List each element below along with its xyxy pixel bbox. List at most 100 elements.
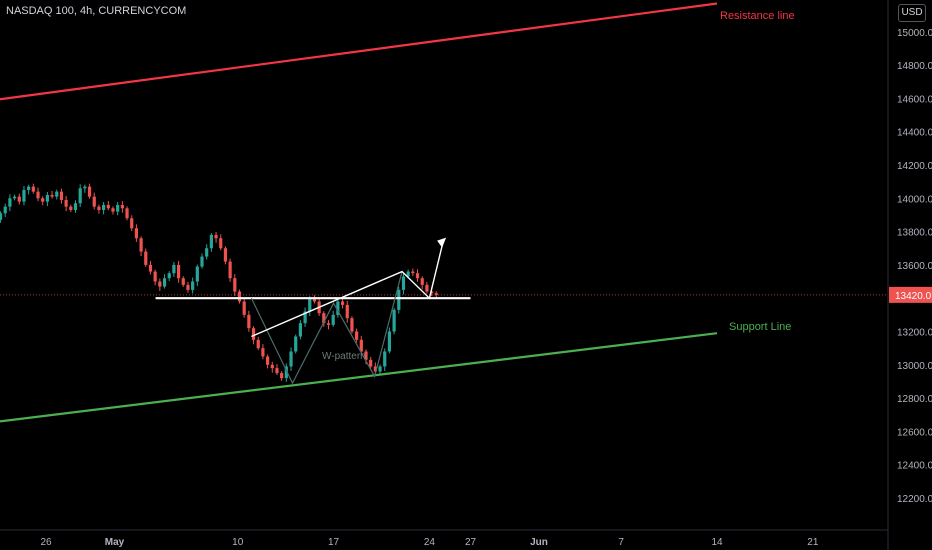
candle-body — [308, 298, 312, 312]
candle-body — [191, 281, 195, 290]
price-tick-label: 12800.0 — [897, 394, 932, 405]
candle-body — [205, 248, 209, 257]
candle-body — [214, 234, 218, 239]
candle-body — [331, 314, 335, 325]
candle-body — [233, 278, 237, 292]
candle-body — [36, 191, 40, 199]
candle-body — [312, 298, 317, 302]
candle-body — [242, 301, 246, 315]
candle-body — [186, 284, 190, 290]
candle-body — [289, 351, 293, 367]
candle-body — [373, 366, 377, 372]
resistance-line — [0, 2, 718, 101]
candle-body — [120, 204, 124, 209]
candle-body — [223, 248, 228, 262]
candle-body — [303, 311, 307, 324]
candle-body — [92, 196, 96, 207]
candle-body — [78, 188, 82, 204]
price-tick-label: 13800.0 — [897, 228, 932, 239]
candle-body — [130, 218, 134, 229]
candle-body — [340, 301, 345, 305]
candle-body — [401, 276, 406, 290]
candle-body — [420, 278, 424, 285]
price-axis[interactable]: 12200.0 12400.0 12600.0 12800.0 13000.0 13200… — [889, 28, 932, 505]
candle-body — [298, 323, 302, 337]
candle-body — [111, 208, 115, 212]
candle-body — [8, 198, 12, 207]
candle-body — [411, 271, 415, 274]
candle-body — [87, 186, 92, 197]
time-tick-label: 17 — [328, 537, 340, 548]
candle-body — [322, 313, 326, 324]
last-price-label: 13420.0 — [895, 291, 932, 302]
w-pattern-path — [250, 271, 403, 385]
candle-body — [139, 238, 143, 252]
candle-body — [50, 194, 54, 197]
time-tick-label: May — [105, 537, 125, 548]
price-tick-label: 14400.0 — [897, 128, 932, 139]
candle-body — [45, 194, 49, 202]
candle-body — [228, 261, 232, 279]
candle-body — [134, 228, 139, 239]
candle-body — [261, 348, 265, 357]
candle-body — [116, 204, 120, 212]
price-tick-label: 12200.0 — [897, 494, 932, 505]
candle-body — [256, 339, 260, 349]
candle-body — [200, 256, 204, 267]
w-pattern-label: W-pattern — [322, 351, 366, 362]
price-tick-label: 15000.0 — [897, 28, 932, 39]
candle-body — [265, 356, 270, 365]
price-tick-label: 14000.0 — [897, 194, 932, 205]
candle-body — [284, 366, 288, 379]
projection-arrowhead — [437, 237, 447, 248]
candle-body — [55, 191, 59, 197]
candle-body — [434, 293, 438, 295]
candle-body — [22, 189, 26, 202]
candle-body — [364, 351, 368, 360]
drawings — [0, 2, 888, 423]
time-axis[interactable]: 26 May 10 17 24 27 Jun 7 14 21 — [40, 537, 818, 548]
candle-body — [345, 304, 349, 319]
candle-body — [17, 196, 21, 202]
time-tick-label: 24 — [424, 537, 436, 548]
candle-body — [355, 331, 359, 340]
candle-body — [247, 314, 251, 329]
candle-body — [378, 366, 382, 372]
price-tick-label: 14800.0 — [897, 61, 932, 72]
candle-body — [41, 198, 45, 202]
candle-body — [12, 196, 17, 199]
support-label: Support Line — [729, 321, 791, 333]
candle-body — [102, 204, 106, 210]
candle-body — [270, 364, 274, 369]
resistance-label: Resistance line — [720, 10, 795, 22]
candle-body — [73, 203, 78, 210]
candle-body — [148, 264, 153, 272]
time-tick-label: 27 — [465, 537, 477, 548]
symbol-title[interactable]: NASDAQ 100, 4h, CURRENCYCOM — [6, 5, 187, 17]
candle-body — [0, 213, 3, 220]
price-tick-label: 14200.0 — [897, 161, 932, 172]
candle-body — [209, 234, 213, 249]
candle-body — [397, 289, 401, 310]
candle-body — [326, 323, 331, 325]
candle-body — [383, 351, 387, 367]
currency-button[interactable]: USD — [898, 4, 926, 22]
time-tick-label: Jun — [530, 537, 548, 548]
candle-body — [294, 336, 298, 352]
candle-body — [181, 278, 185, 285]
candle-body — [336, 301, 340, 315]
candle-body — [106, 204, 110, 209]
candle-body — [280, 373, 284, 379]
support-line — [0, 332, 718, 423]
candle-body — [97, 206, 101, 210]
price-tick-label: 13200.0 — [897, 328, 932, 339]
candle-body — [3, 206, 7, 214]
time-tick-label: 7 — [618, 537, 624, 548]
candle-body — [237, 291, 242, 302]
candle-body — [369, 359, 373, 367]
time-tick-label: 10 — [232, 537, 244, 548]
time-tick-label: 21 — [807, 537, 819, 548]
candle-body — [31, 186, 35, 192]
